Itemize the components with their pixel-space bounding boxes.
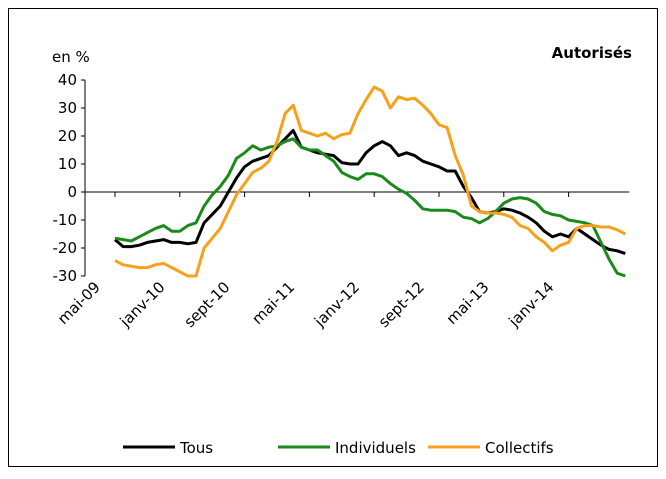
- legend-label: Collectifs: [485, 439, 554, 457]
- legend-label: Individuels: [335, 439, 416, 457]
- y-tick-label: -20: [53, 239, 78, 257]
- y-tick-label: -10: [53, 211, 78, 229]
- y-tick-label: 30: [58, 99, 77, 117]
- chart-border: [8, 8, 658, 467]
- series-line: [114, 128, 626, 256]
- legend-label: Tous: [179, 439, 213, 457]
- y-tick-label: 20: [58, 127, 77, 145]
- series-line: [114, 85, 626, 278]
- y-tick-label: 40: [58, 71, 77, 89]
- y-axis-label: en %: [52, 48, 90, 66]
- series-line: [114, 137, 626, 278]
- chart-title: Autorisés: [552, 44, 632, 62]
- y-tick-label: -30: [53, 267, 78, 285]
- y-tick-label: 0: [67, 183, 77, 201]
- y-tick-label: 10: [58, 155, 77, 173]
